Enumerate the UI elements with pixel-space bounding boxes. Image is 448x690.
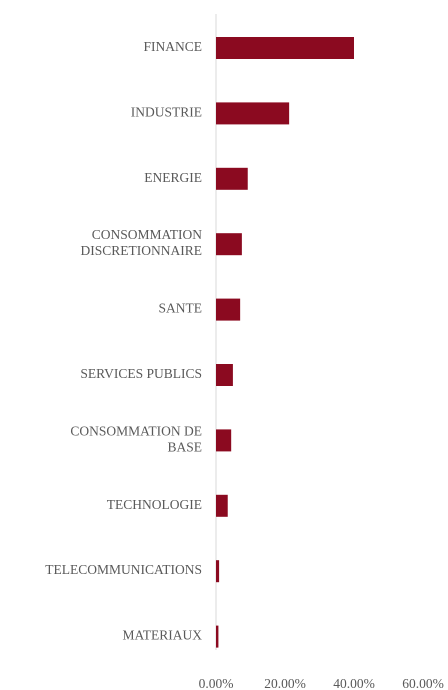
category-label: TECHNOLOGIE [107,497,202,512]
x-tick-label: 0.00% [199,676,234,690]
bar-industrie [216,102,290,125]
category-label: INDUSTRIE [131,104,202,119]
bar-finance [216,37,354,59]
category-label: MATERIAUX [123,628,203,643]
bar-technologie [216,494,228,517]
bar-sante [216,298,241,321]
category-label: CONSOMMATION DISCRETIONNAIRE [81,227,203,258]
category-label: ENERGIE [144,170,202,185]
bar-materiaux [216,625,219,648]
bar-energie [216,167,248,190]
category-label: SANTE [159,301,203,316]
x-tick-label: 40.00% [333,676,375,690]
category-label: TELECOMMUNICATIONS [45,562,202,577]
x-tick-label: 20.00% [264,676,306,690]
x-tick-label: 60.00% [402,676,444,690]
category-label: SERVICES PUBLICS [80,366,202,381]
bar-telecommunications [216,560,220,583]
bar-consommation-discretionnaire [216,233,242,256]
bar-services-publics [216,364,233,386]
bar-consommation-de-base [216,429,232,452]
category-label: FINANCE [143,39,202,54]
category-label: CONSOMMATION DE BASE [70,423,202,454]
